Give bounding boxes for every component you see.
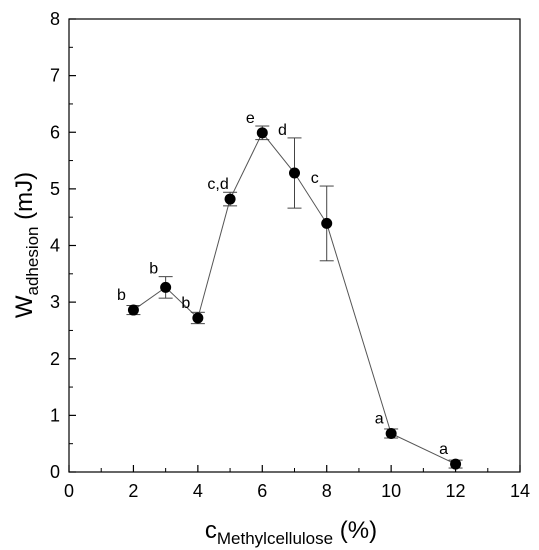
y-tick-label: 3	[50, 292, 60, 312]
x-tick-label: 4	[193, 481, 203, 501]
svg-text:cMethylcellulose (%): cMethylcellulose (%)	[205, 517, 377, 548]
y-axis-title: Wadhesion (mJ)	[11, 172, 42, 318]
y-axis-title-unit: (mJ)	[11, 172, 38, 227]
svg-text:Wadhesion (mJ): Wadhesion (mJ)	[11, 172, 42, 318]
data-point	[256, 127, 268, 139]
significance-label: b	[149, 261, 158, 278]
x-tick-label: 14	[510, 481, 530, 501]
x-tick-label: 10	[381, 481, 401, 501]
x-axis-title-unit: (%)	[333, 517, 377, 544]
y-tick-label: 0	[50, 462, 60, 482]
data-series: b b b c,d e d c a a	[117, 110, 463, 470]
y-tick-label: 2	[50, 349, 60, 369]
y-tick-label: 7	[50, 66, 60, 86]
x-tick-label: 6	[257, 481, 267, 501]
significance-label: b	[181, 295, 190, 312]
y-axis-title-main: W	[11, 295, 38, 318]
y-tick-label: 5	[50, 179, 60, 199]
x-tick-label: 8	[322, 481, 332, 501]
significance-label: e	[246, 110, 255, 127]
y-tick-label: 8	[50, 9, 60, 29]
y-tick-label: 4	[50, 236, 60, 256]
significance-label: c	[311, 170, 319, 187]
data-point	[385, 427, 397, 439]
significance-label: b	[117, 287, 126, 304]
x-axis-title: cMethylcellulose (%)	[205, 517, 377, 548]
data-point	[224, 193, 236, 205]
significance-label: c,d	[207, 176, 228, 193]
y-axis: 0 1 2 3 4 5 6 7 8	[50, 9, 76, 482]
plot-frame	[68, 18, 521, 473]
x-tick-label: 2	[128, 481, 138, 501]
data-point	[192, 312, 204, 324]
x-axis: 0 2 4 6 8 10 12 14	[64, 465, 530, 501]
y-tick-label: 6	[50, 122, 60, 142]
data-point	[450, 458, 462, 470]
y-tick-label: 1	[50, 405, 60, 425]
x-axis-title-subscript: Methylcellulose	[217, 529, 333, 548]
data-point	[160, 281, 172, 293]
significance-label: d	[278, 122, 287, 139]
x-tick-label: 12	[446, 481, 466, 501]
x-tick-label: 0	[64, 481, 74, 501]
y-axis-title-subscript: adhesion	[23, 226, 42, 295]
significance-label: a	[439, 441, 448, 458]
data-point	[289, 167, 300, 179]
data-point	[127, 304, 139, 316]
significance-label: a	[375, 410, 384, 427]
data-point	[321, 217, 333, 229]
x-axis-title-main: c	[205, 517, 217, 544]
